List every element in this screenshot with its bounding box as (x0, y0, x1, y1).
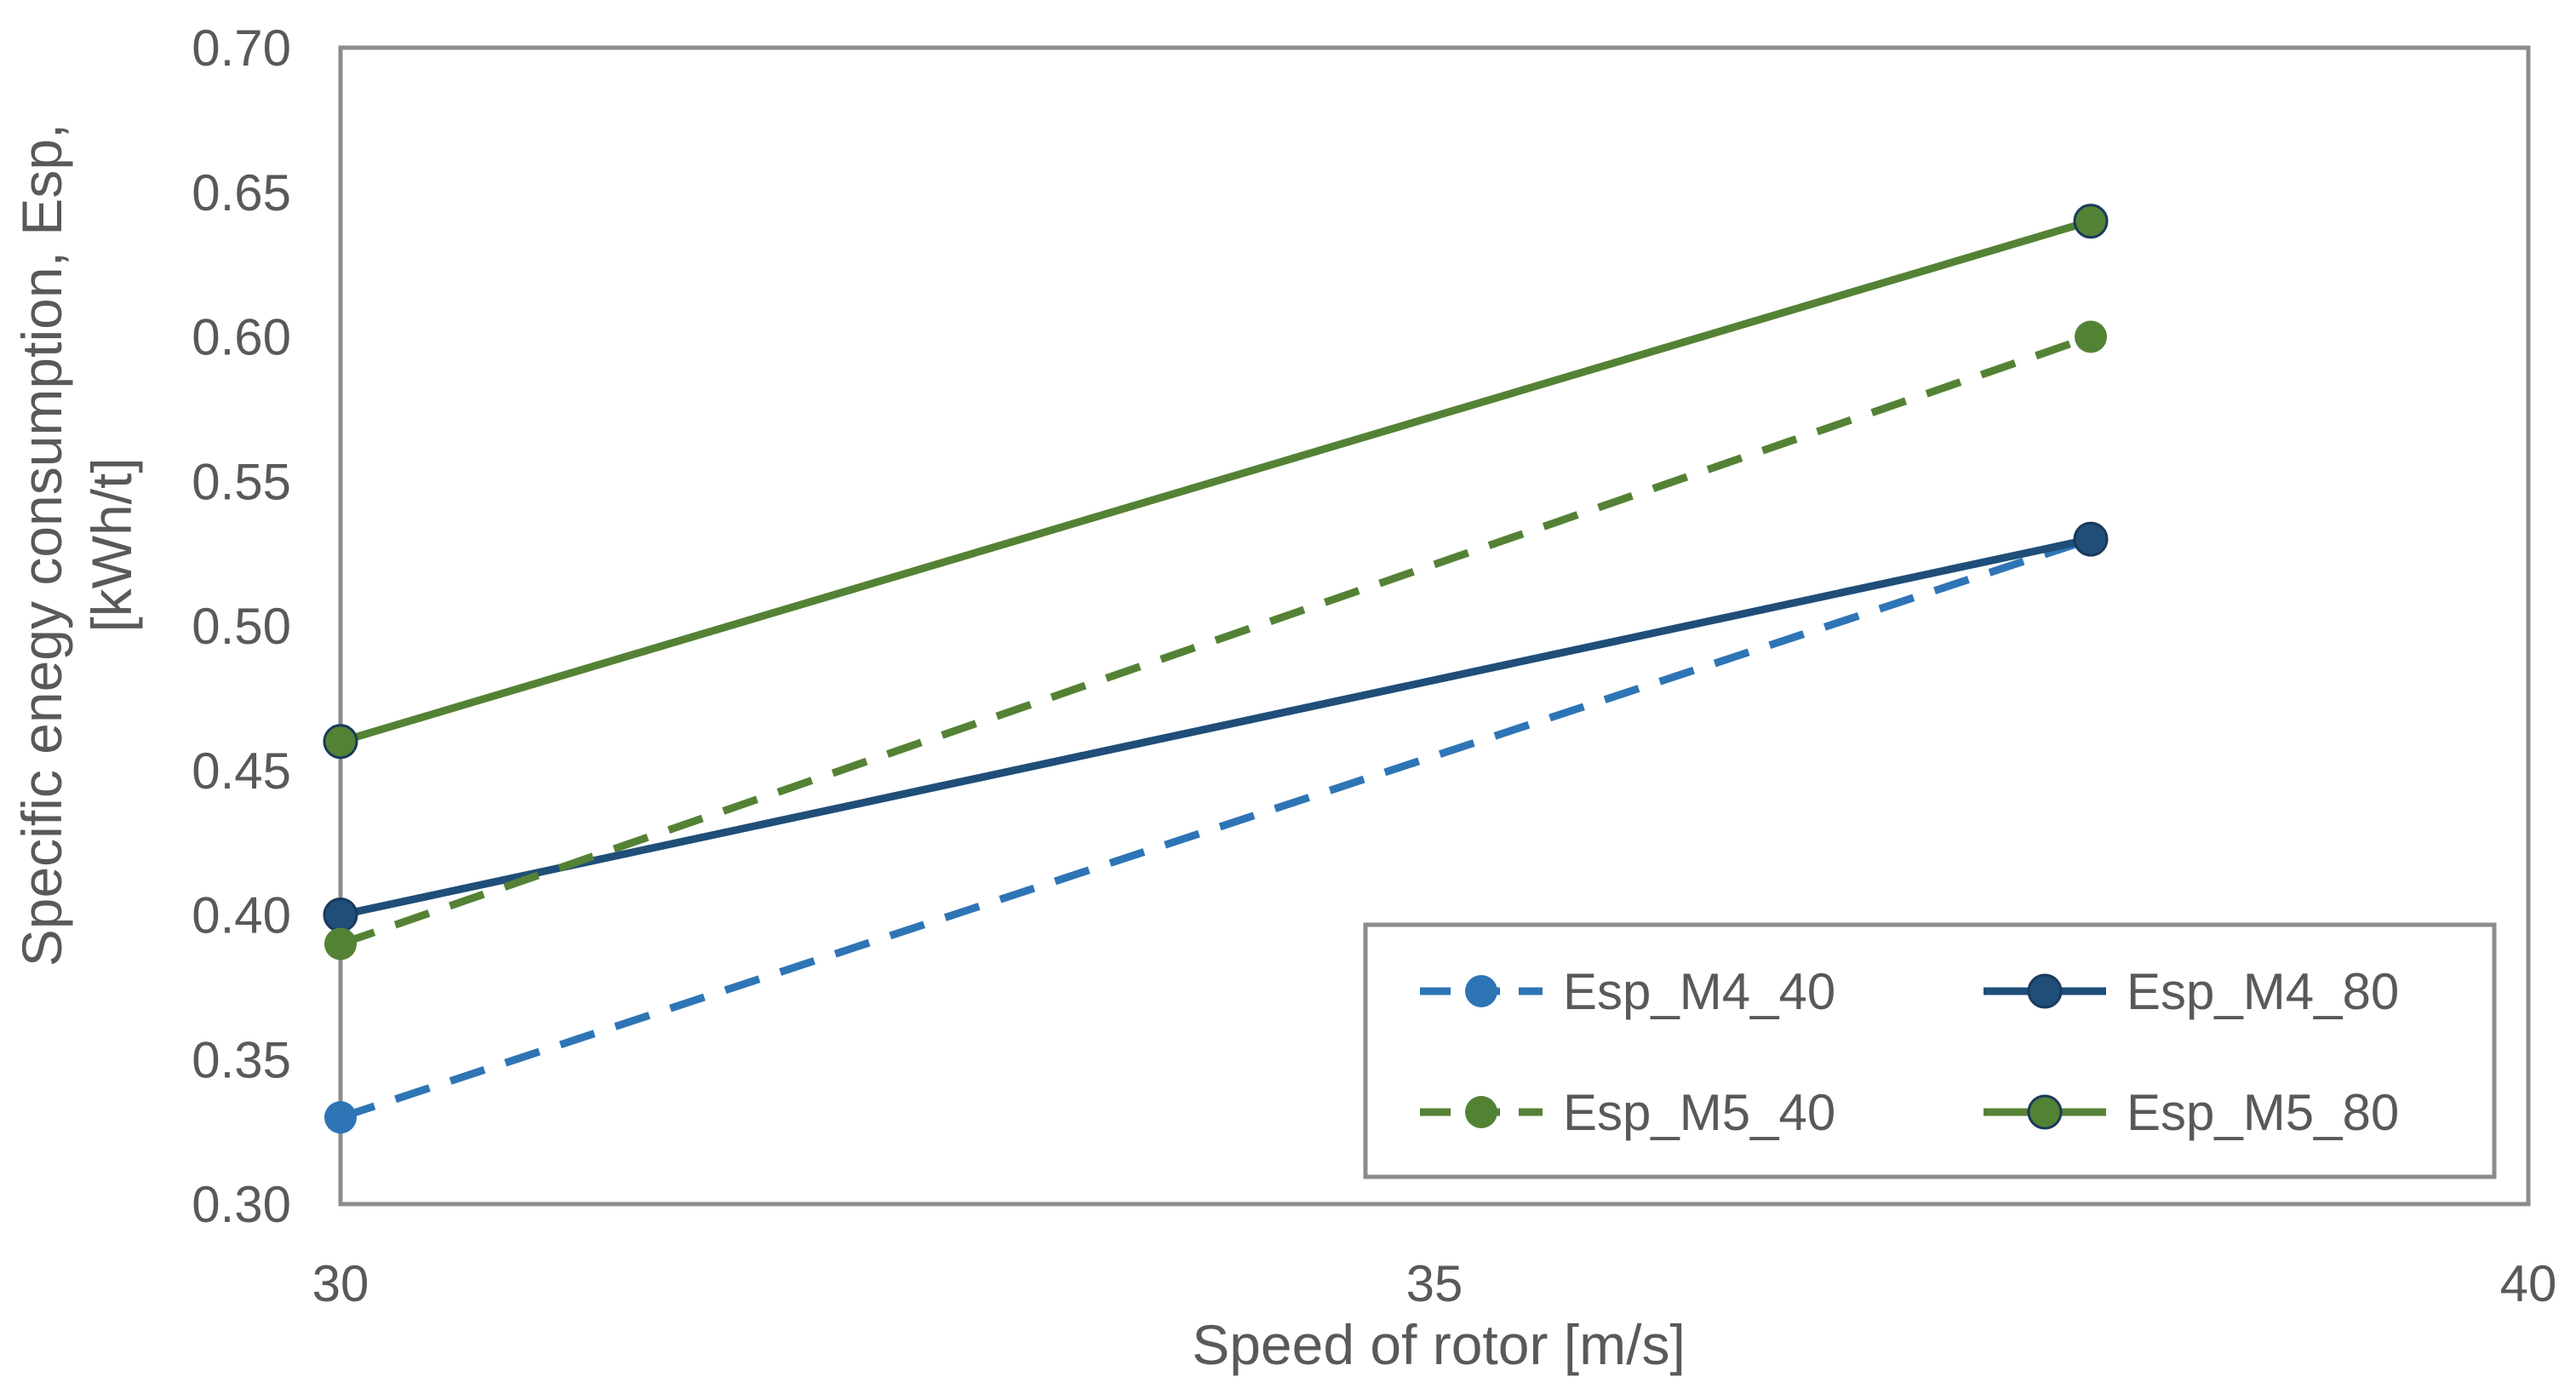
series-line-esp-m5-80 (339, 217, 2092, 746)
x-tick-label: 40 (2500, 1255, 2557, 1312)
legend-swatch-marker (2027, 973, 2063, 1009)
series-line-esp-m5-40 (339, 333, 2092, 948)
y-axis-title-line-1: Specific enegy consumption, Esp, (10, 123, 73, 967)
legend-swatch-marker (1465, 975, 1497, 1007)
data-point-esp-m5-80 (2073, 204, 2109, 239)
legend-label: Esp_M5_40 (1563, 1084, 1835, 1141)
legend-item: Esp_M4_40 (1420, 963, 1835, 1020)
x-axis-title: Speed of rotor [m/s] (1192, 1313, 1686, 1376)
y-tick-label: 0.60 (192, 309, 291, 366)
data-point-esp-m5-80 (323, 724, 358, 760)
legend-item: Esp_M5_40 (1420, 1084, 1835, 1141)
legend-swatch-marker (2027, 1094, 2063, 1130)
x-axis-tick-labels: 30 35 40 (312, 1255, 2557, 1312)
series-points (323, 204, 2109, 1134)
legend: Esp_M4_40 Esp_M4_80 Esp_M5_40 Esp_M5_80 (1363, 922, 2497, 1179)
legend-label: Esp_M4_80 (2127, 963, 2399, 1020)
x-tick-label: 30 (312, 1255, 369, 1312)
series-lines (339, 217, 2092, 1121)
legend-box (1363, 922, 2497, 1179)
data-point-esp-m4-40 (324, 1101, 357, 1134)
legend-label: Esp_M4_40 (1563, 963, 1835, 1020)
series-line-esp-m4-40 (339, 535, 2092, 1121)
legend-label: Esp_M5_80 (2127, 1084, 2399, 1141)
y-tick-label: 0.65 (192, 164, 291, 221)
legend-item: Esp_M4_80 (1984, 963, 2399, 1020)
plot-border (338, 45, 2531, 1207)
data-point-esp-m5-40 (2075, 320, 2107, 353)
series-line-esp-m4-80 (340, 535, 2092, 919)
y-axis-title-line-2: [kWh/t] (80, 457, 143, 632)
x-tick-label: 35 (1406, 1255, 1463, 1312)
y-tick-label: 0.50 (192, 598, 291, 655)
y-tick-label: 0.40 (192, 887, 291, 944)
data-point-esp-m5-40 (324, 927, 357, 961)
y-axis-tick-labels: 0.30 0.35 0.40 0.45 0.50 0.55 0.60 0.65 0.70 (192, 20, 291, 1233)
y-tick-label: 0.45 (192, 743, 291, 800)
data-point-esp-m4-80 (323, 898, 358, 932)
data-point-esp-m4-80 (2073, 521, 2109, 557)
legend-swatch-marker (1465, 1096, 1497, 1128)
y-tick-label: 0.30 (192, 1176, 291, 1233)
y-tick-label: 0.35 (192, 1031, 291, 1088)
y-tick-label: 0.55 (192, 453, 291, 510)
y-axis-title: Specific enegy consumption, Esp, [kWh/t] (10, 123, 143, 967)
plot-area (338, 45, 2531, 1207)
y-tick-label: 0.70 (192, 20, 291, 77)
legend-item: Esp_M5_80 (1984, 1084, 2399, 1141)
